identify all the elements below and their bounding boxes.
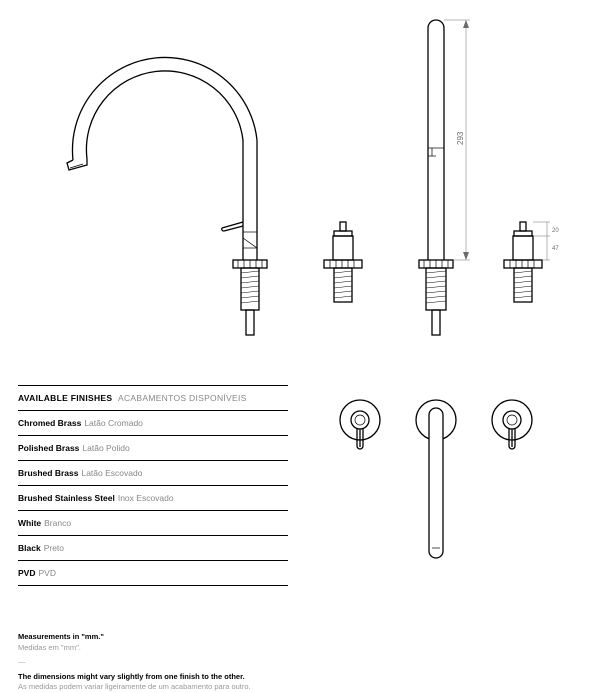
finishes-header-en: AVAILABLE FINISHES <box>18 393 112 403</box>
finish-en: White <box>18 518 41 528</box>
finish-en: Polished Brass <box>18 443 79 453</box>
finishes-table: AVAILABLE FINISHES ACABAMENTOS DISPONÍVE… <box>18 385 288 586</box>
finish-pt: Latão Polido <box>82 443 129 453</box>
faucet-side-view: 293 <box>419 20 470 335</box>
finish-row: PVDPVD <box>18 561 288 586</box>
footnotes: Measurements in "mm." Medidas em "mm". —… <box>18 632 398 693</box>
finish-pt: Inox Escovado <box>118 493 174 503</box>
finish-pt: PVD <box>38 568 55 578</box>
finish-row: BlackPreto <box>18 536 288 561</box>
dim-small-2: 20 <box>552 228 559 234</box>
finish-pt: Latão Cromado <box>84 418 143 428</box>
footnote-measure-en: Measurements in "mm." <box>18 632 104 641</box>
valve-handle-2: 20 47 <box>504 222 559 302</box>
finish-pt: Preto <box>44 543 64 553</box>
finish-row: Chromed BrassLatão Cromado <box>18 411 288 436</box>
faucet-front-view <box>67 57 267 335</box>
finish-en: Brushed Brass <box>18 468 78 478</box>
finish-en: Brushed Stainless Steel <box>18 493 115 503</box>
finish-pt: Latão Escovado <box>81 468 142 478</box>
finish-en: PVD <box>18 568 35 578</box>
finish-row: WhiteBranco <box>18 511 288 536</box>
finish-en: Chromed Brass <box>18 418 81 428</box>
footnote-measure-pt: Medidas em "mm". <box>18 643 81 652</box>
dim-small-1: 47 <box>552 246 559 252</box>
finish-en: Black <box>18 543 41 553</box>
finish-row: Brushed Stainless SteelInox Escovado <box>18 486 288 511</box>
faucet-top-view <box>340 400 532 558</box>
finishes-header: AVAILABLE FINISHES ACABAMENTOS DISPONÍVE… <box>18 385 288 411</box>
finish-row: Polished BrassLatão Polido <box>18 436 288 461</box>
finish-row: Brushed BrassLatão Escovado <box>18 461 288 486</box>
dim-height: 293 <box>456 131 465 145</box>
finishes-header-pt: ACABAMENTOS DISPONÍVEIS <box>118 393 247 403</box>
footnote-vary-pt: As medidas podem variar ligeiramente de … <box>18 682 251 691</box>
finish-pt: Branco <box>44 518 71 528</box>
valve-handle-1 <box>324 222 362 302</box>
footnote-vary-en: The dimensions might vary slightly from … <box>18 672 245 681</box>
